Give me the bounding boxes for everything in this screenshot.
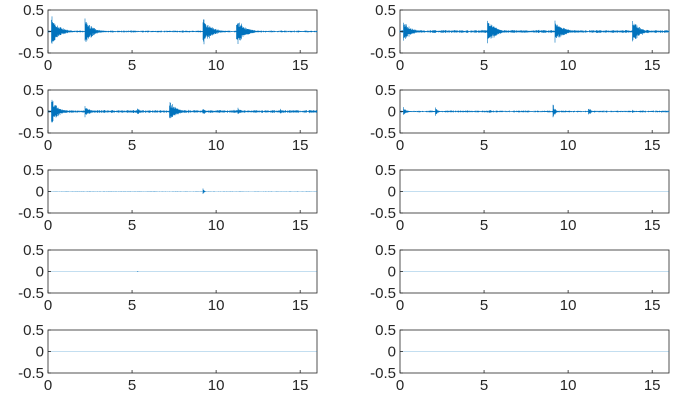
subplot-6: 0 5 10 150.50-0.5 <box>370 162 670 234</box>
x-tick-label: 0 <box>44 137 52 154</box>
y-tick-label: 0.5 <box>23 82 44 99</box>
subplot-2: 0 5 10 150.50-0.5 <box>370 2 670 74</box>
y-tick-label: 0 <box>36 24 44 41</box>
y-tick-label: 0 <box>388 264 396 281</box>
y-tick-label: 0.5 <box>23 162 44 179</box>
subplot-8: 0 5 10 150.50-0.5 <box>370 242 670 314</box>
y-tick-label: 0 <box>36 104 44 121</box>
x-tick-label: 0 <box>44 297 52 314</box>
y-tick-label: -0.5 <box>370 125 396 142</box>
y-tick-label: 0.5 <box>375 322 396 339</box>
y-tick-label: 0.5 <box>23 242 44 259</box>
y-tick-label: 0.5 <box>375 162 396 179</box>
x-tick-label: 5 <box>480 57 488 74</box>
x-tick-label: 15 <box>292 217 309 234</box>
x-tick-label: 0 <box>396 57 404 74</box>
y-tick-label: -0.5 <box>18 125 44 142</box>
x-tick-label: 15 <box>644 217 661 234</box>
x-tick-label: 15 <box>292 377 309 394</box>
y-tick-label: -0.5 <box>18 205 44 222</box>
y-tick-label: -0.5 <box>18 365 44 382</box>
x-tick-label: 0 <box>396 297 404 314</box>
subplot-3: 0 5 10 150.50-0.5 <box>18 82 318 154</box>
x-tick-label: 10 <box>560 57 577 74</box>
x-tick-label: 5 <box>128 57 136 74</box>
x-tick-label: 15 <box>292 57 309 74</box>
x-tick-label: 15 <box>292 297 309 314</box>
y-tick-label: 0 <box>36 184 44 201</box>
x-tick-label: 15 <box>292 137 309 154</box>
y-tick-label: -0.5 <box>18 285 44 302</box>
x-tick-label: 0 <box>396 217 404 234</box>
x-tick-label: 0 <box>44 217 52 234</box>
x-tick-label: 0 <box>396 377 404 394</box>
y-tick-label: 0.5 <box>375 242 396 259</box>
x-tick-label: 10 <box>560 297 577 314</box>
y-tick-label: 0.5 <box>23 322 44 339</box>
x-tick-label: 0 <box>44 377 52 394</box>
x-tick-label: 15 <box>644 137 661 154</box>
x-tick-label: 15 <box>644 377 661 394</box>
subplot-7: 0 5 10 150.50-0.5 <box>18 242 318 314</box>
x-tick-label: 15 <box>644 297 661 314</box>
x-tick-label: 15 <box>644 57 661 74</box>
y-tick-label: 0 <box>36 264 44 281</box>
y-tick-label: 0 <box>36 344 44 361</box>
x-tick-label: 10 <box>208 137 225 154</box>
y-tick-label: 0.5 <box>375 82 396 99</box>
subplot-4: 0 5 10 150.50-0.5 <box>370 82 670 154</box>
x-tick-label: 0 <box>44 57 52 74</box>
x-tick-label: 0 <box>396 137 404 154</box>
subplot-9: 0 5 10 150.50-0.5 <box>18 322 318 394</box>
x-tick-label: 10 <box>208 57 225 74</box>
y-tick-label: -0.5 <box>18 45 44 62</box>
y-tick-label: 0 <box>388 24 396 41</box>
y-tick-label: -0.5 <box>370 45 396 62</box>
x-tick-label: 5 <box>480 217 488 234</box>
x-tick-label: 5 <box>128 377 136 394</box>
x-tick-label: 10 <box>560 137 577 154</box>
x-tick-label: 5 <box>128 137 136 154</box>
x-tick-label: 5 <box>480 297 488 314</box>
x-tick-label: 10 <box>560 217 577 234</box>
subplot-5: 0 5 10 150.50-0.5 <box>18 162 318 234</box>
y-tick-label: -0.5 <box>370 285 396 302</box>
y-tick-label: 0.5 <box>375 2 396 19</box>
x-tick-label: 10 <box>208 217 225 234</box>
subplot-1: 0 5 10 150.50-0.5 <box>18 2 318 74</box>
x-tick-label: 5 <box>128 297 136 314</box>
subplot-10: 0 5 10 150.50-0.5 <box>370 322 670 394</box>
x-tick-label: 10 <box>208 377 225 394</box>
x-tick-label: 5 <box>480 377 488 394</box>
y-tick-label: -0.5 <box>370 205 396 222</box>
x-tick-label: 5 <box>480 137 488 154</box>
x-tick-label: 5 <box>128 217 136 234</box>
y-tick-label: 0 <box>388 344 396 361</box>
x-tick-label: 10 <box>208 297 225 314</box>
x-tick-label: 10 <box>560 377 577 394</box>
y-tick-label: -0.5 <box>370 365 396 382</box>
y-tick-label: 0 <box>388 104 396 121</box>
y-tick-label: 0.5 <box>23 2 44 19</box>
y-tick-label: 0 <box>388 184 396 201</box>
